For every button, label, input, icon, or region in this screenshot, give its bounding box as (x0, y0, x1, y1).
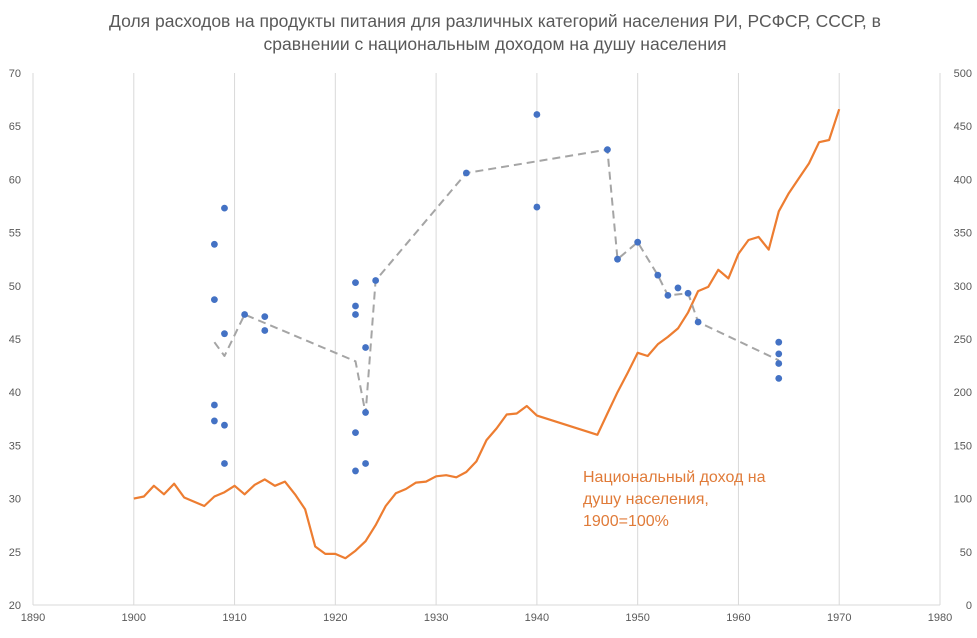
scatter-point (362, 460, 369, 467)
chart-title-line-2: сравнении с национальным доходом на душу… (263, 34, 727, 54)
scatter-point (664, 291, 672, 299)
scatter-point (462, 169, 470, 177)
y-right-tick-label: 300 (954, 281, 972, 293)
scatter-point (241, 311, 249, 318)
x-tick-label: 1930 (424, 612, 448, 624)
scatter-point (352, 429, 359, 437)
y-right-tick-label: 400 (954, 174, 972, 186)
y-right-tick-label: 100 (954, 494, 972, 506)
income-annotation-line: 1900=100% (583, 513, 669, 530)
y-left-tick-label: 40 (9, 387, 21, 399)
y-right-tick-label: 250 (954, 334, 972, 346)
scatter-point (604, 146, 611, 154)
scatter-point (654, 271, 662, 279)
scatter-point (211, 240, 218, 248)
scatter-point (221, 421, 228, 429)
scatter-point (352, 279, 359, 287)
income-series-line (133, 108, 841, 560)
scatter-point (775, 350, 783, 358)
scatter-point (533, 111, 541, 118)
scatter-point (775, 374, 783, 382)
scatter-point (221, 460, 228, 467)
x-tick-label: 1900 (122, 612, 146, 624)
scatter-point (684, 289, 692, 297)
y-left-tick-label: 70 (9, 68, 21, 80)
scatter-point (362, 409, 369, 416)
x-tick-label: 1960 (726, 612, 750, 624)
y-right-tick-label: 350 (954, 228, 972, 240)
y-right-tick-label: 0 (966, 600, 972, 612)
y-right-tick-label: 150 (954, 440, 972, 452)
scatter-point (352, 467, 359, 475)
x-tick-label: 1940 (525, 612, 549, 624)
chart-title-line-1: Доля расходов на продукты питания для ра… (109, 11, 881, 31)
y-left-tick-label: 55 (9, 228, 21, 240)
x-tick-label: 1980 (928, 612, 952, 624)
y-left-tick-label: 50 (9, 281, 21, 293)
y-left-tick-label: 30 (9, 494, 21, 506)
scatter-point (211, 417, 218, 425)
scatter-point (372, 277, 380, 284)
scatter-point (634, 238, 642, 246)
scatter-point (352, 302, 359, 310)
x-tick-label: 1910 (222, 612, 246, 624)
scatter-point (362, 344, 369, 351)
scatter-point (775, 338, 783, 346)
y-left-tick-label: 65 (9, 121, 21, 133)
scatter-point (352, 311, 359, 318)
scatter-point (674, 284, 682, 292)
income-annotation-line: Национальный доход на (583, 469, 766, 486)
y-left-tick-label: 35 (9, 440, 21, 452)
y-left-tick-label: 25 (9, 547, 21, 559)
scatter-point (614, 255, 621, 263)
scatter-point (694, 318, 702, 326)
x-tick-label: 1890 (21, 612, 45, 624)
scatter-point (533, 203, 541, 211)
scatter-point (775, 360, 783, 367)
y-left-tick-label: 20 (9, 600, 21, 612)
y-right-tick-label: 500 (954, 68, 972, 80)
food-share-trend-line (213, 148, 780, 415)
income-annotation-line: душу населения, (583, 491, 709, 508)
scatter-point (261, 327, 269, 334)
x-tick-label: 1920 (323, 612, 347, 624)
y-right-tick-label: 450 (954, 121, 972, 133)
y-right-tick-label: 200 (954, 387, 972, 399)
y-right-tick-label: 50 (960, 547, 972, 559)
x-tick-label: 1950 (625, 612, 649, 624)
x-tick-label: 1970 (827, 612, 851, 624)
chart-title: Доля расходов на продукты питания для ра… (80, 10, 910, 56)
scatter-point (221, 330, 228, 338)
y-left-tick-label: 60 (9, 174, 21, 186)
y-left-tick-label: 45 (9, 334, 21, 346)
scatter-point (211, 401, 218, 409)
scatter-point (221, 204, 228, 212)
scatter-point (211, 296, 218, 304)
scatter-point (261, 313, 269, 321)
